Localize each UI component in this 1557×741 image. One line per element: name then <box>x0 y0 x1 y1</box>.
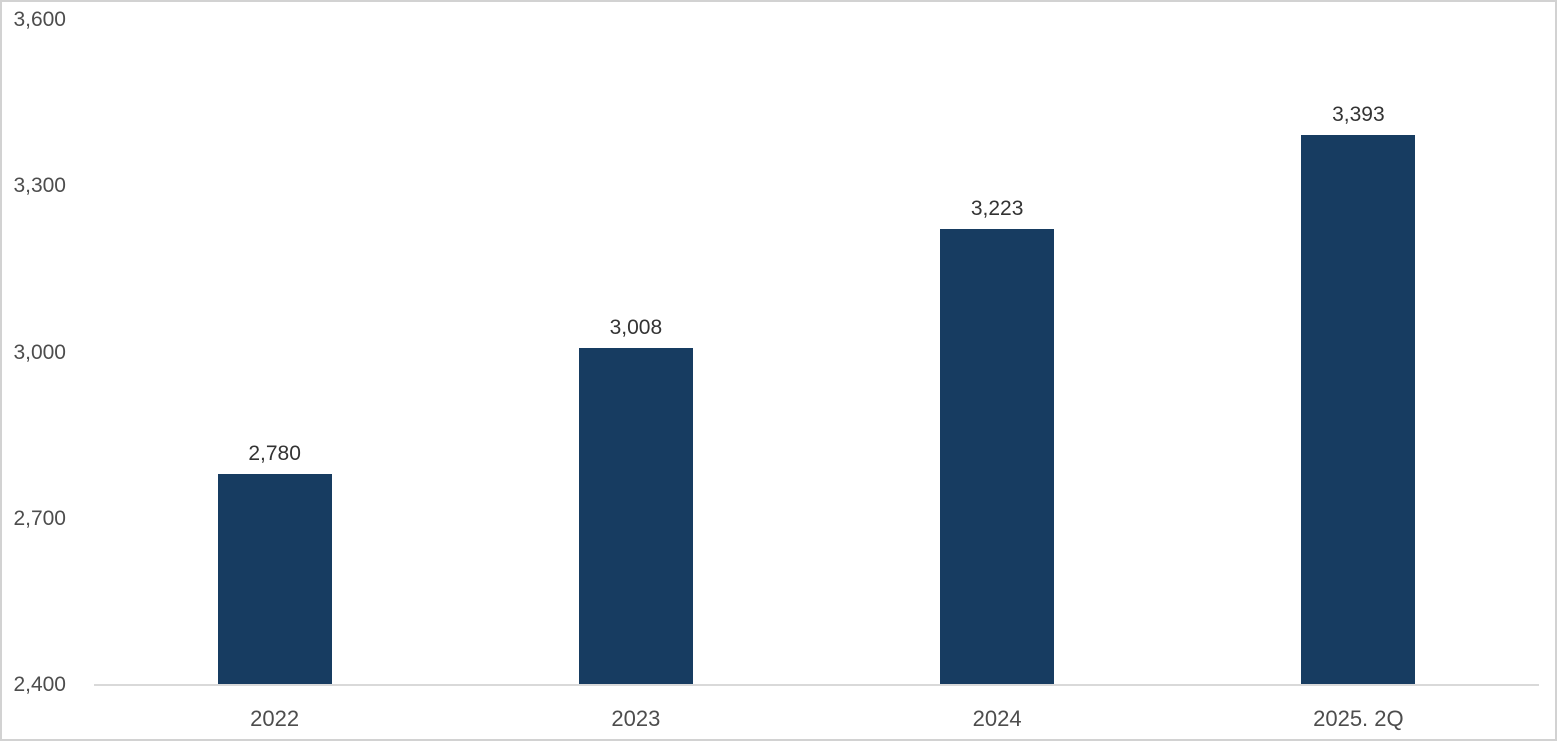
x-axis-tick-label: 2023 <box>611 706 661 731</box>
bar-value-label: 3,393 <box>1332 102 1385 126</box>
y-axis-tick-label: 2,700 <box>13 506 66 530</box>
bar-2025-2q <box>1301 134 1416 684</box>
bar-2022 <box>217 474 332 684</box>
y-axis-tick-label: 3,000 <box>13 340 66 364</box>
x-axis-tick-label: 2022 <box>250 706 300 731</box>
bar-value-label: 3,008 <box>609 316 663 340</box>
x-axis-line <box>94 684 1539 686</box>
y-axis-tick-label: 2,400 <box>13 673 66 696</box>
bar-value-label: 3,223 <box>970 196 1024 220</box>
bar-2023 <box>578 348 693 684</box>
bar-2024 <box>940 228 1055 684</box>
y-axis-tick-label: 3,600 <box>13 8 66 31</box>
bar-value-label: 2,780 <box>248 442 301 466</box>
y-axis-tick-label: 3,300 <box>13 174 66 198</box>
x-axis-tick-label: 2025. 2Q <box>1313 706 1404 731</box>
x-axis-tick-label: 2024 <box>972 706 1022 731</box>
